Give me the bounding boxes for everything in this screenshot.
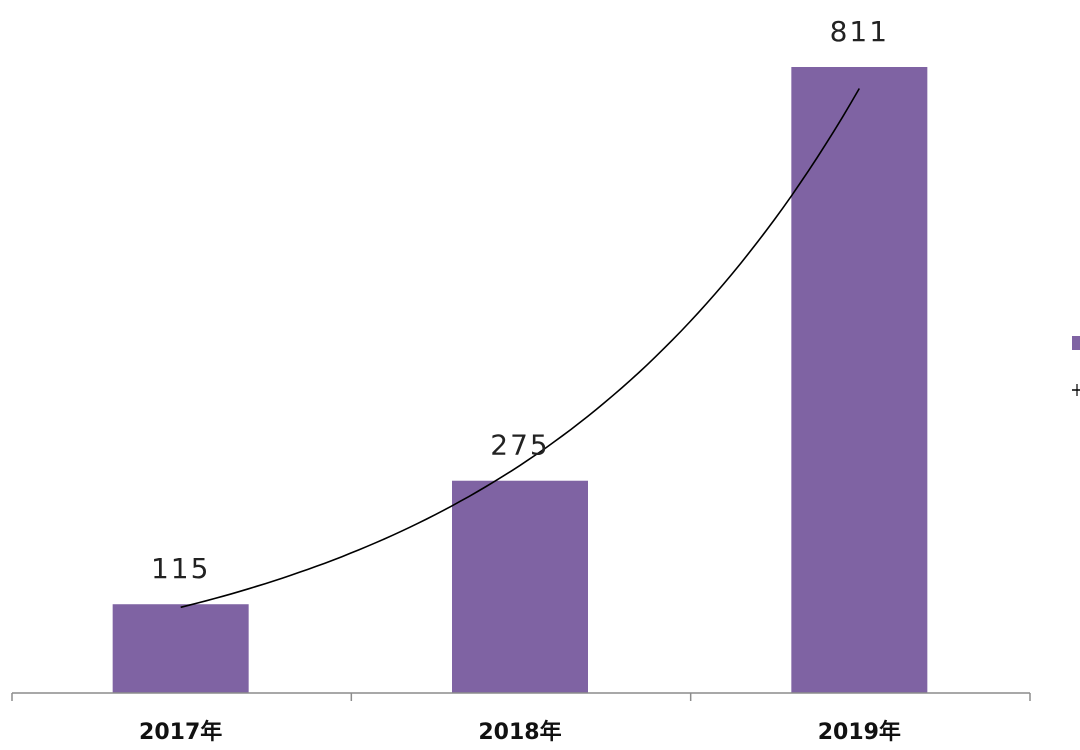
data-label: 275	[490, 429, 549, 462]
legend-swatch-bar	[1072, 336, 1080, 350]
data-label: 811	[830, 15, 889, 48]
bar-2018年	[452, 480, 588, 693]
bar-2017年	[112, 604, 249, 693]
bars-group	[112, 67, 928, 693]
exponential-trendline	[180, 88, 860, 609]
legend	[1072, 336, 1080, 396]
category-label: 2019年	[818, 719, 901, 745]
category-label: 2017年	[139, 719, 222, 745]
bar-2019年	[791, 67, 928, 693]
data-label: 115	[151, 552, 210, 585]
trendline-group	[180, 88, 860, 609]
category-label: 2018年	[478, 719, 561, 745]
data-labels-group: 115 275 811	[151, 15, 889, 585]
category-labels-group: 2017年 2018年 2019年	[139, 719, 901, 745]
x-axis	[11, 692, 1031, 701]
